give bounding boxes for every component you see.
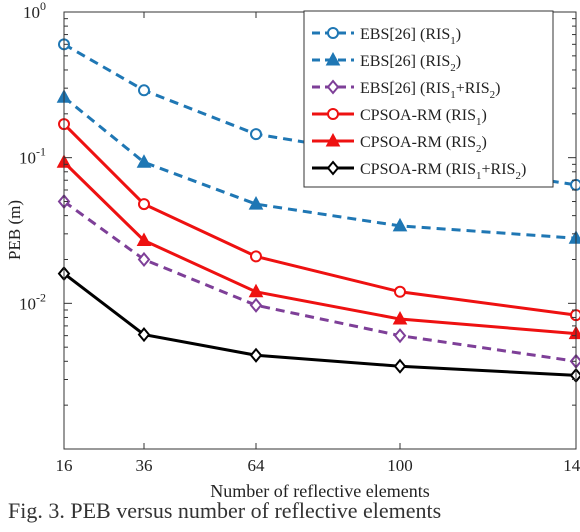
legend-marker	[325, 51, 341, 66]
data-point	[249, 297, 263, 313]
legend-subscript: 1	[450, 35, 456, 47]
legend-subscript: 2	[450, 62, 456, 74]
series-line	[63, 200, 577, 363]
legend-text: EBS[26] (RIS	[360, 53, 450, 70]
data-point	[137, 251, 151, 268]
legend-text: CPSOA-RM (RIS	[360, 107, 476, 124]
tick-exponent: -2	[36, 290, 46, 304]
legend-subscript: 1	[476, 170, 482, 182]
x-axis-label: Number of reflective elements	[210, 481, 429, 500]
data-point	[138, 84, 150, 97]
data-point	[393, 328, 407, 344]
chart: 16366410014410010-110-2 EBS[26] (RIS1)EB…	[5, 0, 580, 500]
legend-text: +RIS	[482, 161, 516, 178]
legend-subscript: 2	[476, 143, 482, 155]
y-tick-label: 10-1	[19, 145, 46, 168]
legend-text: CPSOA-RM (RIS	[360, 161, 476, 178]
series-6	[57, 266, 580, 383]
data-point	[250, 250, 262, 263]
tick-base: 10	[19, 294, 36, 313]
data-point	[392, 217, 408, 232]
y-axis-label: PEB (m)	[5, 200, 24, 260]
legend-label: CPSOA-RM (RIS2)	[360, 134, 487, 155]
legend-marker	[326, 160, 340, 176]
data-point	[250, 128, 262, 141]
tick-exponent: -1	[36, 145, 46, 159]
legend-text: )	[521, 161, 526, 178]
data-point	[394, 285, 406, 298]
data-point	[249, 347, 263, 363]
figure-caption: Fig. 3. PEB versus number of reflective …	[8, 498, 442, 523]
series-line	[63, 96, 577, 240]
x-tick-label: 36	[136, 456, 153, 475]
y-tick-label: 10-2	[19, 290, 46, 313]
data-point	[136, 232, 152, 246]
data-point	[393, 358, 407, 374]
legend-text: CPSOA-RM (RIS	[360, 134, 476, 151]
legend-subscript: 2	[490, 89, 496, 101]
legend-text: )	[495, 80, 500, 97]
x-tick-label: 64	[248, 456, 266, 475]
legend-subscript: 1	[476, 116, 482, 128]
legend-text: )	[456, 53, 461, 70]
series-4	[58, 118, 580, 322]
legend-text: EBS[26] (RIS	[360, 26, 450, 43]
legend-marker	[327, 108, 339, 120]
legend-subscript: 2	[515, 170, 521, 182]
data-point	[392, 311, 408, 325]
data-point	[138, 198, 150, 211]
legend-marker	[325, 132, 341, 147]
legend-label: CPSOA-RM (RIS1+RIS2)	[360, 161, 526, 182]
tick-exponent: 0	[40, 0, 46, 13]
legend-label: EBS[26] (RIS1+RIS2)	[360, 80, 500, 101]
legend-text: +RIS	[456, 80, 490, 97]
legend: EBS[26] (RIS1)EBS[26] (RIS2)EBS[26] (RIS…	[303, 10, 554, 188]
legend-text: )	[456, 26, 461, 43]
legend-label: EBS[26] (RIS1)	[360, 26, 461, 47]
y-tick-label: 100	[23, 0, 46, 22]
tick-base: 10	[19, 149, 36, 168]
legend-text: )	[482, 134, 487, 151]
data-point	[248, 196, 264, 210]
legend-label: CPSOA-RM (RIS1)	[360, 107, 487, 128]
legend-text: )	[482, 107, 487, 124]
legend-label: EBS[26] (RIS2)	[360, 53, 461, 74]
legend-subscript: 1	[450, 89, 456, 101]
data-point	[136, 154, 152, 168]
tick-base: 10	[23, 3, 40, 22]
x-tick-label: 16	[56, 456, 73, 475]
legend-marker	[326, 79, 340, 95]
x-tick-label: 100	[387, 456, 413, 475]
legend-box	[303, 10, 554, 188]
x-tick-label: 144	[563, 456, 580, 475]
legend-marker	[327, 27, 339, 39]
legend-text: EBS[26] (RIS	[360, 80, 450, 97]
ticks-layer: 16366410014410010-110-2	[19, 0, 580, 475]
data-point	[137, 327, 151, 343]
data-point	[248, 283, 264, 298]
